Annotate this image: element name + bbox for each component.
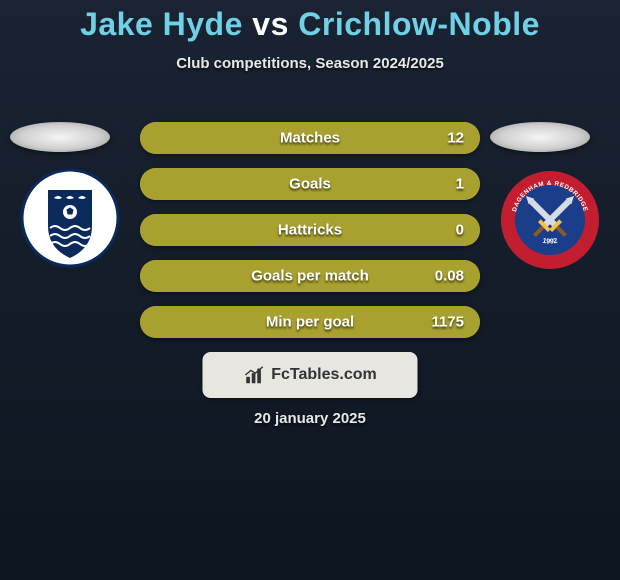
club-crest-left [20, 168, 120, 268]
brand-box: FcTables.com [203, 352, 418, 398]
stat-label: Min per goal [266, 314, 354, 331]
stat-bar: Goals per match 0.08 [140, 260, 480, 292]
player-photo-left [10, 122, 110, 152]
stat-bars: Matches 12 Goals 1 Hattricks 0 Goals per… [140, 122, 480, 352]
stat-bar: Min per goal 1175 [140, 306, 480, 338]
date-text: 20 january 2025 [254, 410, 366, 427]
stat-label: Hattricks [278, 222, 342, 239]
stat-value: 1175 [431, 314, 464, 331]
bar-chart-icon [243, 364, 265, 386]
stat-value: 12 [447, 130, 464, 147]
page-title: Jake Hyde vs Crichlow-Noble [0, 0, 620, 43]
stat-label: Goals [289, 176, 331, 193]
stat-value: 1 [456, 176, 464, 193]
stat-value: 0.08 [435, 268, 464, 285]
subtitle: Club competitions, Season 2024/2025 [0, 55, 620, 72]
stat-value: 0 [456, 222, 464, 239]
title-vs: vs [243, 6, 298, 42]
player-photo-right [490, 122, 590, 152]
brand-text: FcTables.com [271, 366, 377, 384]
stat-bar: Hattricks 0 [140, 214, 480, 246]
stat-label: Goals per match [251, 268, 369, 285]
club-crest-right: DAGENHAM & REDBRIDGE 1992 [500, 170, 600, 270]
stat-label: Matches [280, 130, 340, 147]
stat-bar: Goals 1 [140, 168, 480, 200]
stat-bar: Matches 12 [140, 122, 480, 154]
title-player-right: Crichlow-Noble [298, 6, 540, 42]
title-player-left: Jake Hyde [80, 6, 243, 42]
infographic-canvas: Jake Hyde vs Crichlow-Noble Club competi… [0, 0, 620, 580]
